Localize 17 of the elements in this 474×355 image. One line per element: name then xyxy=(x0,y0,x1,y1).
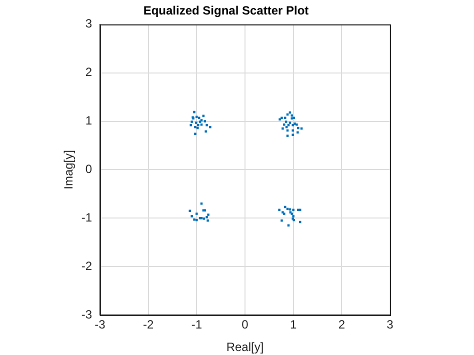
x-tick-label: 2 xyxy=(338,318,346,332)
x-tick-label: 1 xyxy=(290,318,297,332)
x-tick-label: -2 xyxy=(142,318,154,332)
x-tick-label: 3 xyxy=(386,318,394,332)
y-tick-label: 1 xyxy=(85,114,92,128)
y-tick-label: -2 xyxy=(81,258,92,273)
x-tick-label: 0 xyxy=(242,318,249,332)
x-tick-label: -3 xyxy=(94,318,106,332)
y-tick-label: 0 xyxy=(85,162,92,176)
y-axis-title: Imag[y] xyxy=(62,150,76,190)
y-tick-label: -3 xyxy=(81,307,92,322)
y-tick-label: 3 xyxy=(85,16,92,31)
x-axis-title: Real[y] xyxy=(226,340,264,354)
y-tick-label: 2 xyxy=(85,65,92,80)
y-tick-label: -1 xyxy=(81,210,92,224)
chart-title: Equalized Signal Scatter Plot xyxy=(143,4,309,18)
x-tick-label: -1 xyxy=(191,318,202,332)
